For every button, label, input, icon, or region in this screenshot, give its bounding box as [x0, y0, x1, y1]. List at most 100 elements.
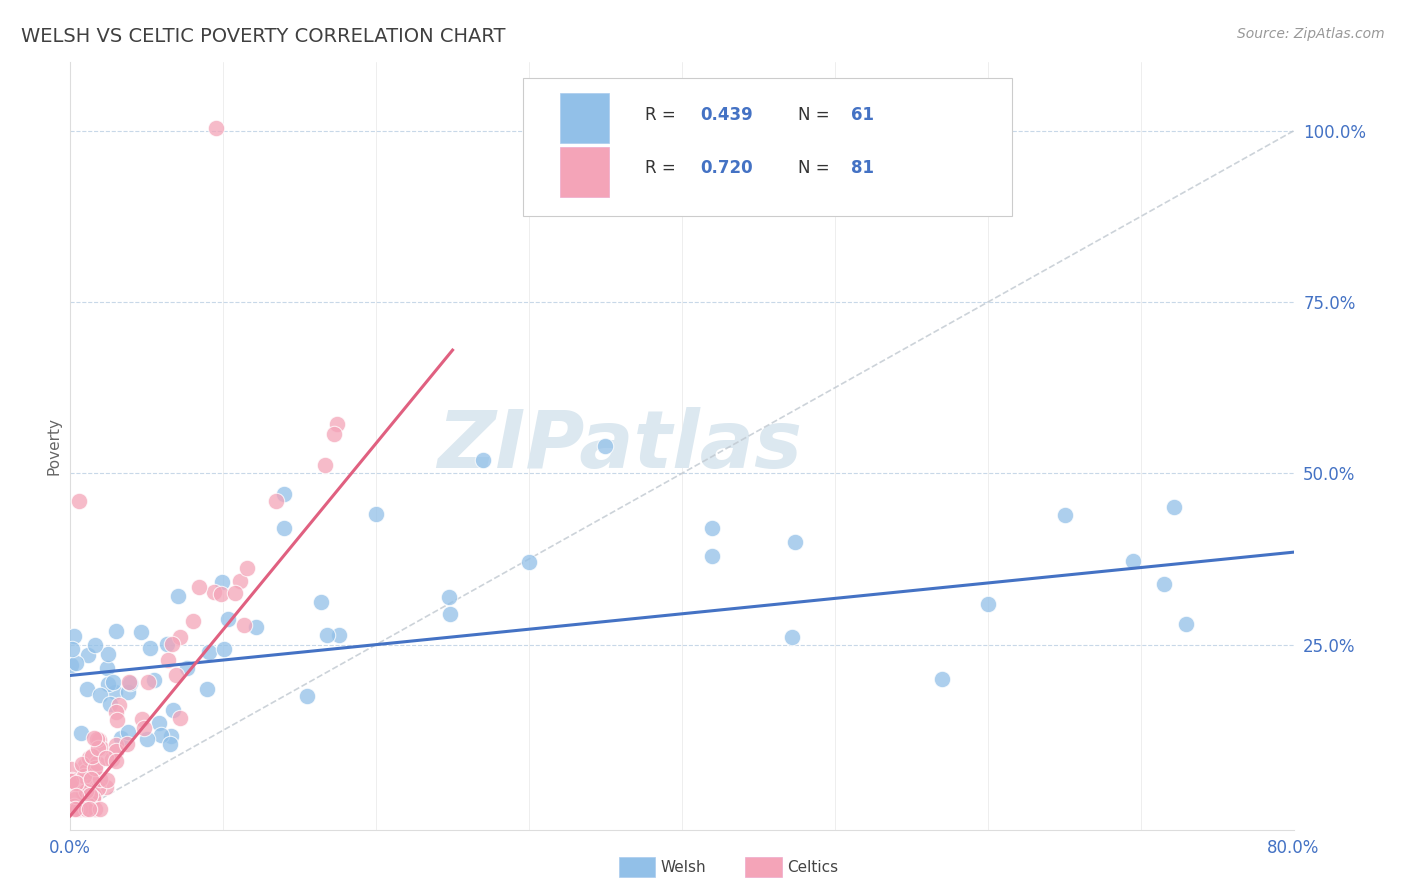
- Point: [63, 802, 86, 816]
- Point: [702, 549, 724, 563]
- Point: [224, 585, 246, 599]
- Point: [323, 427, 346, 442]
- Point: [89, 689, 111, 703]
- Text: 81: 81: [851, 160, 873, 178]
- Point: [517, 556, 540, 570]
- Point: [273, 487, 295, 501]
- Point: [104, 754, 127, 768]
- Point: [70, 756, 93, 771]
- Point: [181, 615, 204, 629]
- Point: [84, 761, 107, 775]
- Point: [162, 703, 184, 717]
- Point: [129, 624, 152, 639]
- Point: [76, 797, 98, 812]
- Point: [73, 758, 96, 772]
- Point: [80, 772, 103, 787]
- Point: [782, 630, 804, 644]
- Point: [159, 737, 181, 751]
- Point: [83, 789, 105, 803]
- Point: [217, 612, 239, 626]
- Text: 0.439: 0.439: [700, 105, 754, 124]
- Point: [83, 788, 105, 802]
- Point: [783, 535, 806, 549]
- Text: ZIPatlas: ZIPatlas: [437, 407, 803, 485]
- Point: [70, 726, 93, 740]
- Point: [65, 776, 87, 790]
- Point: [472, 452, 495, 467]
- Point: [96, 780, 118, 795]
- Point: [160, 636, 183, 650]
- Text: N =: N =: [799, 160, 835, 178]
- Point: [67, 774, 90, 789]
- Point: [60, 772, 83, 787]
- Text: Welsh: Welsh: [661, 860, 706, 874]
- Point: [132, 722, 155, 736]
- Point: [702, 521, 724, 535]
- Point: [236, 561, 259, 575]
- Point: [87, 732, 110, 747]
- Point: [65, 789, 87, 804]
- Point: [176, 660, 198, 674]
- Point: [66, 802, 89, 816]
- FancyBboxPatch shape: [523, 78, 1012, 216]
- Point: [229, 574, 252, 589]
- Point: [595, 439, 617, 453]
- Point: [169, 711, 191, 725]
- Point: [77, 802, 100, 816]
- Point: [97, 647, 120, 661]
- Point: [83, 765, 105, 780]
- Point: [60, 762, 83, 776]
- Text: R =: R =: [645, 160, 682, 178]
- Point: [86, 756, 108, 770]
- Point: [96, 677, 118, 691]
- Point: [273, 521, 295, 535]
- Text: 61: 61: [851, 105, 873, 124]
- Point: [103, 674, 125, 689]
- Point: [148, 715, 170, 730]
- Point: [120, 676, 142, 690]
- Point: [105, 705, 128, 719]
- Point: [295, 689, 318, 703]
- Point: [212, 642, 235, 657]
- Point: [197, 681, 219, 696]
- Point: [80, 779, 103, 793]
- Text: N =: N =: [799, 105, 835, 124]
- Point: [316, 628, 339, 642]
- Point: [87, 781, 110, 796]
- Point: [76, 682, 98, 697]
- Point: [96, 661, 118, 675]
- Point: [245, 620, 267, 634]
- Point: [75, 764, 97, 779]
- Point: [80, 748, 103, 763]
- Point: [1175, 617, 1198, 632]
- Point: [150, 728, 173, 742]
- Point: [104, 738, 127, 752]
- Point: [437, 590, 460, 604]
- Point: [62, 798, 84, 813]
- Point: [69, 493, 91, 508]
- Point: [75, 784, 97, 798]
- Point: [366, 508, 388, 522]
- Point: [309, 594, 332, 608]
- Point: [197, 645, 219, 659]
- Point: [86, 740, 108, 755]
- Point: [59, 658, 82, 673]
- Point: [314, 458, 336, 473]
- Point: [82, 790, 104, 805]
- Point: [60, 642, 83, 657]
- Point: [104, 624, 127, 638]
- Point: [439, 607, 461, 622]
- Point: [110, 731, 132, 745]
- Point: [83, 802, 105, 816]
- Point: [63, 629, 86, 643]
- Text: Source: ZipAtlas.com: Source: ZipAtlas.com: [1237, 27, 1385, 41]
- Point: [69, 802, 91, 816]
- Point: [72, 785, 94, 799]
- Text: R =: R =: [645, 105, 682, 124]
- Point: [86, 731, 108, 746]
- Text: Celtics: Celtics: [787, 860, 838, 874]
- Point: [117, 685, 139, 699]
- Point: [142, 673, 165, 687]
- Point: [165, 667, 187, 681]
- Point: [118, 674, 141, 689]
